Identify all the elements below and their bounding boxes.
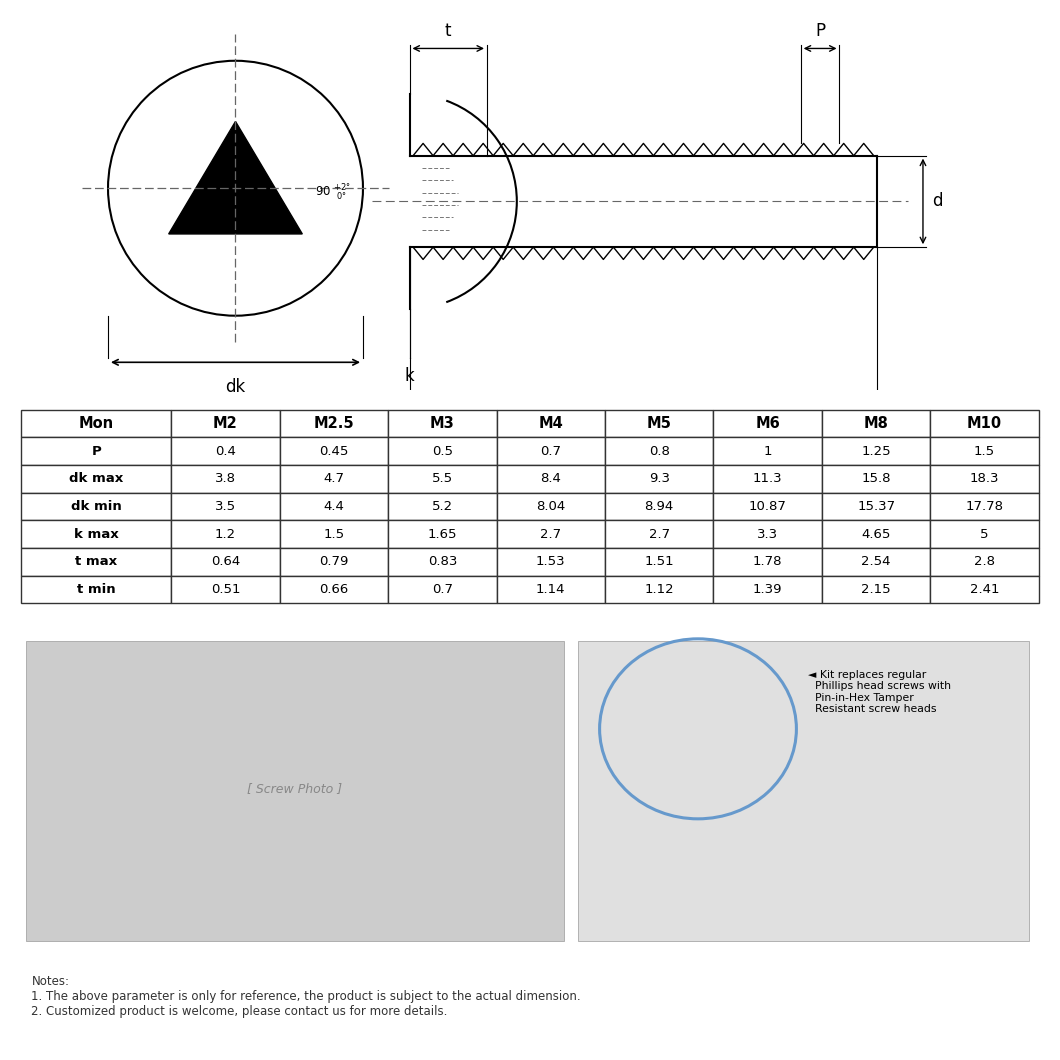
Bar (578, 641, 1029, 941)
Text: ◄ Kit replaces regular
  Phillips head screws with
  Pin-in-Hex Tamper
  Resista: ◄ Kit replaces regular Phillips head scr… (809, 670, 952, 714)
Text: L: L (638, 410, 649, 428)
Text: k: k (405, 367, 414, 385)
Text: d: d (932, 193, 942, 211)
Text: 90 $^{+2°}_{\ 0°}$: 90 $^{+2°}_{\ 0°}$ (316, 182, 352, 202)
Text: [ Screw Photo ]: [ Screw Photo ] (247, 782, 342, 795)
Text: Notes:
1. The above parameter is only for reference, the product is subject to t: Notes: 1. The above parameter is only fo… (32, 975, 581, 1019)
Bar (26, 641, 564, 941)
Text: P: P (815, 21, 825, 39)
Text: t: t (445, 21, 452, 39)
Polygon shape (169, 122, 302, 234)
Text: dk: dk (226, 378, 246, 396)
